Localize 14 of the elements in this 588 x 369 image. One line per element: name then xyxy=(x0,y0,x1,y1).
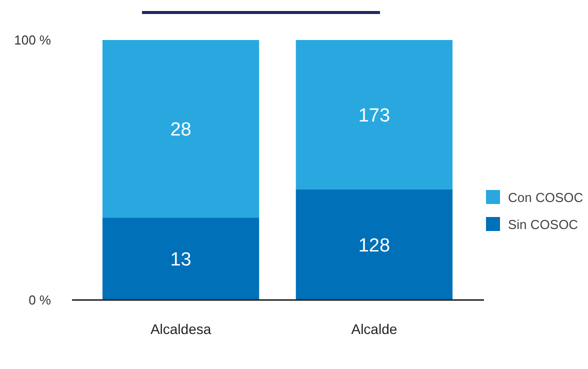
bar xyxy=(102,40,260,218)
annotation: 28 xyxy=(170,119,192,140)
legend-label: Sin COSOC xyxy=(508,217,578,232)
y-tick-label: 0 % xyxy=(28,292,52,308)
annotation: 13 xyxy=(170,249,192,270)
y-tick-label: 100 % xyxy=(14,32,52,48)
x-tick-label: Alcalde xyxy=(351,321,398,337)
annotation: 173 xyxy=(358,105,390,126)
x-tick-label: Alcaldesa xyxy=(150,321,212,337)
annotation: 128 xyxy=(358,235,390,256)
legend-label: Con COSOC xyxy=(508,190,584,205)
bar xyxy=(296,40,453,190)
bar xyxy=(296,190,453,300)
bar xyxy=(102,218,260,300)
